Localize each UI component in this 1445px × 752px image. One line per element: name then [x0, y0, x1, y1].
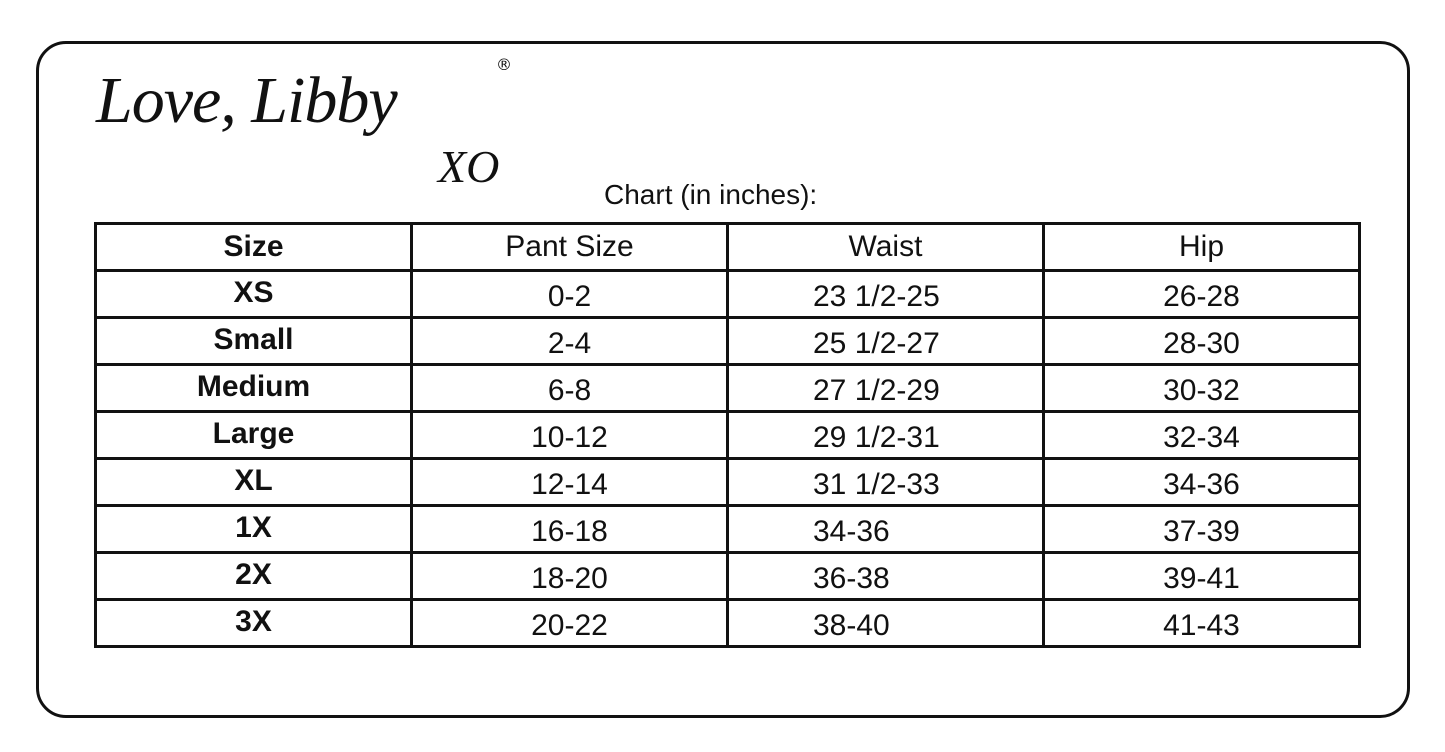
- pant-size-cell: 12-14: [410, 457, 729, 507]
- waist-cell: 34-36: [726, 504, 1045, 554]
- hip-cell: 32-34: [1042, 410, 1361, 460]
- waist-cell: 27 1/2-29: [726, 363, 1045, 413]
- hip-cell: 41-43: [1042, 598, 1361, 648]
- brand-logo: Love, Libby ® XO: [96, 50, 596, 220]
- hip-cell: 39-41: [1042, 551, 1361, 601]
- header-size: Size: [94, 222, 413, 272]
- waist-cell: 23 1/2-25: [726, 269, 1045, 319]
- pant-size-cell: 16-18: [410, 504, 729, 554]
- size-cell: 1X: [94, 504, 413, 554]
- waist-cell: 38-40: [726, 598, 1045, 648]
- table-row: 1X 16-18 34-36 37-39: [94, 504, 1361, 554]
- table-body: XS 0-2 23 1/2-25 26-28 Small 2-4 25 1/2-27 28-3…: [94, 269, 1361, 648]
- table-row: Medium 6-8 27 1/2-29 30-32: [94, 363, 1361, 413]
- pant-size-cell: 10-12: [410, 410, 729, 460]
- header-pant-size: Pant Size: [410, 222, 729, 272]
- table-row: Large 10-12 29 1/2-31 32-34: [94, 410, 1361, 460]
- hip-cell: 30-32: [1042, 363, 1361, 413]
- pant-size-cell: 2-4: [410, 316, 729, 366]
- table-row: 3X 20-22 38-40 41-43: [94, 598, 1361, 648]
- hip-cell: 26-28: [1042, 269, 1361, 319]
- pant-size-cell: 6-8: [410, 363, 729, 413]
- logo-suffix: XO: [438, 141, 500, 192]
- hip-cell: 37-39: [1042, 504, 1361, 554]
- table-row: XS 0-2 23 1/2-25 26-28: [94, 269, 1361, 319]
- size-cell: Large: [94, 410, 413, 460]
- pant-size-cell: 18-20: [410, 551, 729, 601]
- hip-cell: 28-30: [1042, 316, 1361, 366]
- chart-caption: Chart (in inches):: [604, 179, 818, 210]
- hip-cell: 34-36: [1042, 457, 1361, 507]
- table-header-row: Size Pant Size Waist Hip: [94, 222, 1361, 272]
- header-hip: Hip: [1042, 222, 1361, 272]
- size-cell: 3X: [94, 598, 413, 648]
- size-cell: XL: [94, 457, 413, 507]
- registered-mark: ®: [496, 55, 512, 74]
- size-chart-table: Size Pant Size Waist Hip XS 0-2 23 1/2-25 2…: [94, 222, 1361, 648]
- header-waist: Waist: [726, 222, 1045, 272]
- chart-frame: [36, 41, 1410, 718]
- table-row: Small 2-4 25 1/2-27 28-30: [94, 316, 1361, 366]
- waist-cell: 25 1/2-27: [726, 316, 1045, 366]
- waist-cell: 36-38: [726, 551, 1045, 601]
- waist-cell: 31 1/2-33: [726, 457, 1045, 507]
- logo-text: Love, Libby: [96, 64, 398, 137]
- table-row: XL 12-14 31 1/2-33 34-36: [94, 457, 1361, 507]
- table-row: 2X 18-20 36-38 39-41: [94, 551, 1361, 601]
- size-cell: XS: [94, 269, 413, 319]
- size-cell: Medium: [94, 363, 413, 413]
- waist-cell: 29 1/2-31: [726, 410, 1045, 460]
- size-cell: 2X: [94, 551, 413, 601]
- pant-size-cell: 0-2: [410, 269, 729, 319]
- size-cell: Small: [94, 316, 413, 366]
- pant-size-cell: 20-22: [410, 598, 729, 648]
